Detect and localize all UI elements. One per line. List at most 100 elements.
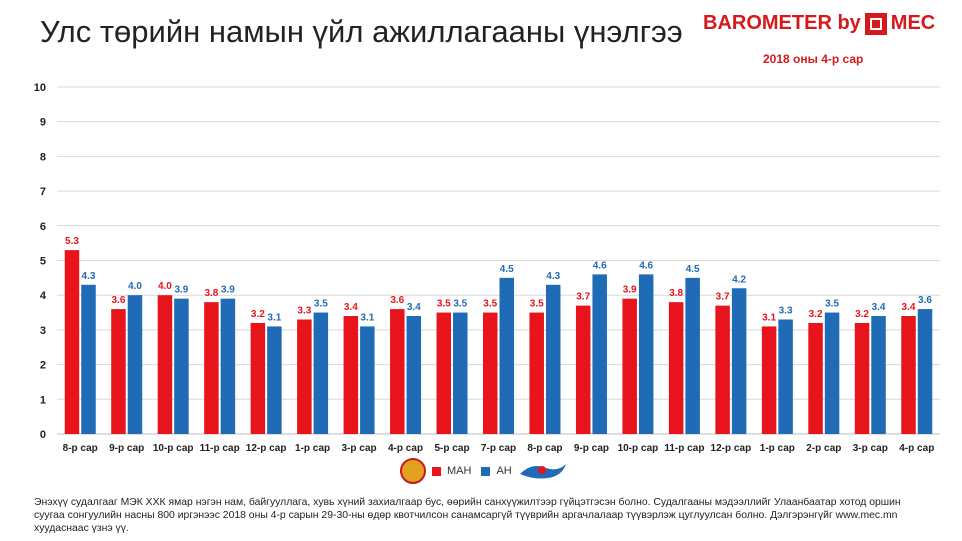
bar-an (313, 312, 329, 434)
data-label-man: 3.2 (855, 309, 869, 320)
bar-an (360, 326, 375, 434)
bar-an (871, 316, 886, 434)
bar-man (157, 295, 173, 434)
bar-man (529, 312, 544, 434)
bar-man (111, 309, 126, 434)
x-tick-label: 8-р сар (63, 443, 98, 454)
bar-man (343, 316, 359, 434)
bar-an (174, 298, 189, 434)
bar-an (406, 316, 422, 434)
x-tick-label: 11-р сар (664, 443, 704, 454)
data-label-an: 3.5 (314, 299, 328, 310)
bar-an (685, 277, 700, 434)
bar-an (917, 309, 933, 434)
data-label-an: 4.3 (546, 271, 560, 282)
bar-man (668, 302, 684, 434)
legend-label-an: АН (496, 465, 512, 477)
bar-an (127, 295, 143, 434)
bar-man (808, 322, 823, 434)
bar-an (220, 298, 236, 434)
data-label-an: 3.4 (407, 302, 421, 313)
data-label-an: 4.6 (593, 260, 607, 271)
legend-swatch-man (432, 466, 441, 476)
bar-man (483, 312, 498, 434)
y-tick-label: 3 (40, 325, 46, 337)
data-label-an: 4.6 (639, 260, 653, 271)
data-label-an: 3.9 (174, 285, 188, 296)
data-label-man: 3.7 (576, 292, 590, 303)
mec-logo-icon (864, 12, 887, 35)
brand-suffix: MEC (890, 12, 936, 34)
x-tick-label: 4-р сар (899, 443, 934, 454)
x-tick-label: 9-р сар (109, 443, 144, 454)
data-label-an: 4.2 (732, 274, 746, 285)
bar-an (453, 312, 468, 434)
data-label-an: 4.0 (128, 281, 142, 292)
legend-label-man: МАН (447, 465, 472, 477)
legend: МАН АН (400, 458, 568, 484)
x-tick-label: 7-р сар (481, 443, 516, 454)
x-tick-label: 1-р сар (760, 443, 795, 454)
bar-man (901, 316, 916, 434)
bar-an (731, 288, 747, 434)
x-tick-label: 3-р сар (853, 443, 888, 454)
data-label-man: 3.3 (297, 305, 311, 316)
data-label-man: 3.8 (204, 288, 218, 299)
brand-name: BAROMETER by (703, 12, 861, 34)
bar-man (854, 322, 870, 434)
data-label-man: 3.5 (530, 299, 544, 310)
x-tick-label: 10-р сар (153, 443, 194, 454)
x-tick-label: 8-р сар (527, 443, 562, 454)
bar-man (715, 305, 730, 434)
bar-man (64, 250, 80, 434)
y-tick-label: 0 (40, 429, 46, 441)
data-label-man: 3.2 (809, 309, 823, 320)
bar-man (761, 326, 777, 434)
data-label-an: 3.5 (453, 299, 467, 310)
data-label-man: 3.6 (112, 295, 126, 306)
data-label-an: 3.5 (825, 299, 839, 310)
data-label-an: 3.9 (221, 285, 235, 296)
x-tick-label: 5-р сар (434, 443, 469, 454)
data-label-man: 3.5 (483, 299, 497, 310)
bar-man (575, 305, 591, 434)
bar-an (638, 274, 654, 434)
bar-an (545, 284, 561, 434)
y-tick-label: 8 (40, 151, 46, 163)
data-label-an: 3.6 (918, 295, 932, 306)
x-tick-label: 2-р сар (806, 443, 841, 454)
x-tick-label: 12-р сар (246, 443, 287, 454)
bar-man (622, 298, 637, 434)
data-label-an: 4.5 (686, 264, 700, 275)
data-label-man: 3.4 (902, 302, 916, 313)
data-label-an: 4.5 (500, 264, 514, 275)
legend-swatch-an (481, 466, 491, 476)
data-label-man: 3.7 (716, 292, 730, 303)
data-label-man: 4.0 (158, 281, 172, 292)
y-tick-label: 10 (34, 82, 46, 94)
bar-man (436, 312, 452, 434)
x-tick-label: 12-р сар (711, 443, 752, 454)
data-label-man: 3.2 (251, 309, 265, 320)
bar-man (250, 322, 266, 434)
y-tick-label: 7 (40, 186, 46, 198)
bar-an (592, 274, 607, 434)
data-label-an: 3.1 (267, 312, 281, 323)
y-tick-label: 2 (40, 360, 46, 372)
bar-an (778, 319, 793, 434)
x-tick-label: 9-р сар (574, 443, 609, 454)
y-tick-label: 1 (40, 394, 46, 406)
data-label-man: 3.8 (669, 288, 683, 299)
bar-an (824, 312, 840, 434)
data-label-an: 4.3 (82, 271, 96, 282)
chart-subtitle: 2018 оны 4-р сар (763, 52, 864, 66)
bar-man (204, 302, 219, 434)
y-tick-label: 5 (40, 256, 46, 268)
data-label-an: 3.4 (872, 302, 886, 313)
brand-logo-text: BAROMETER by MEC (703, 12, 935, 35)
data-label-man: 5.3 (65, 236, 79, 247)
bar-an (267, 326, 282, 434)
chart-title: Улс төрийн намын үйл ажиллагааны үнэлгээ (40, 14, 683, 49)
data-label-man: 3.1 (762, 312, 776, 323)
y-tick-label: 9 (40, 117, 46, 129)
